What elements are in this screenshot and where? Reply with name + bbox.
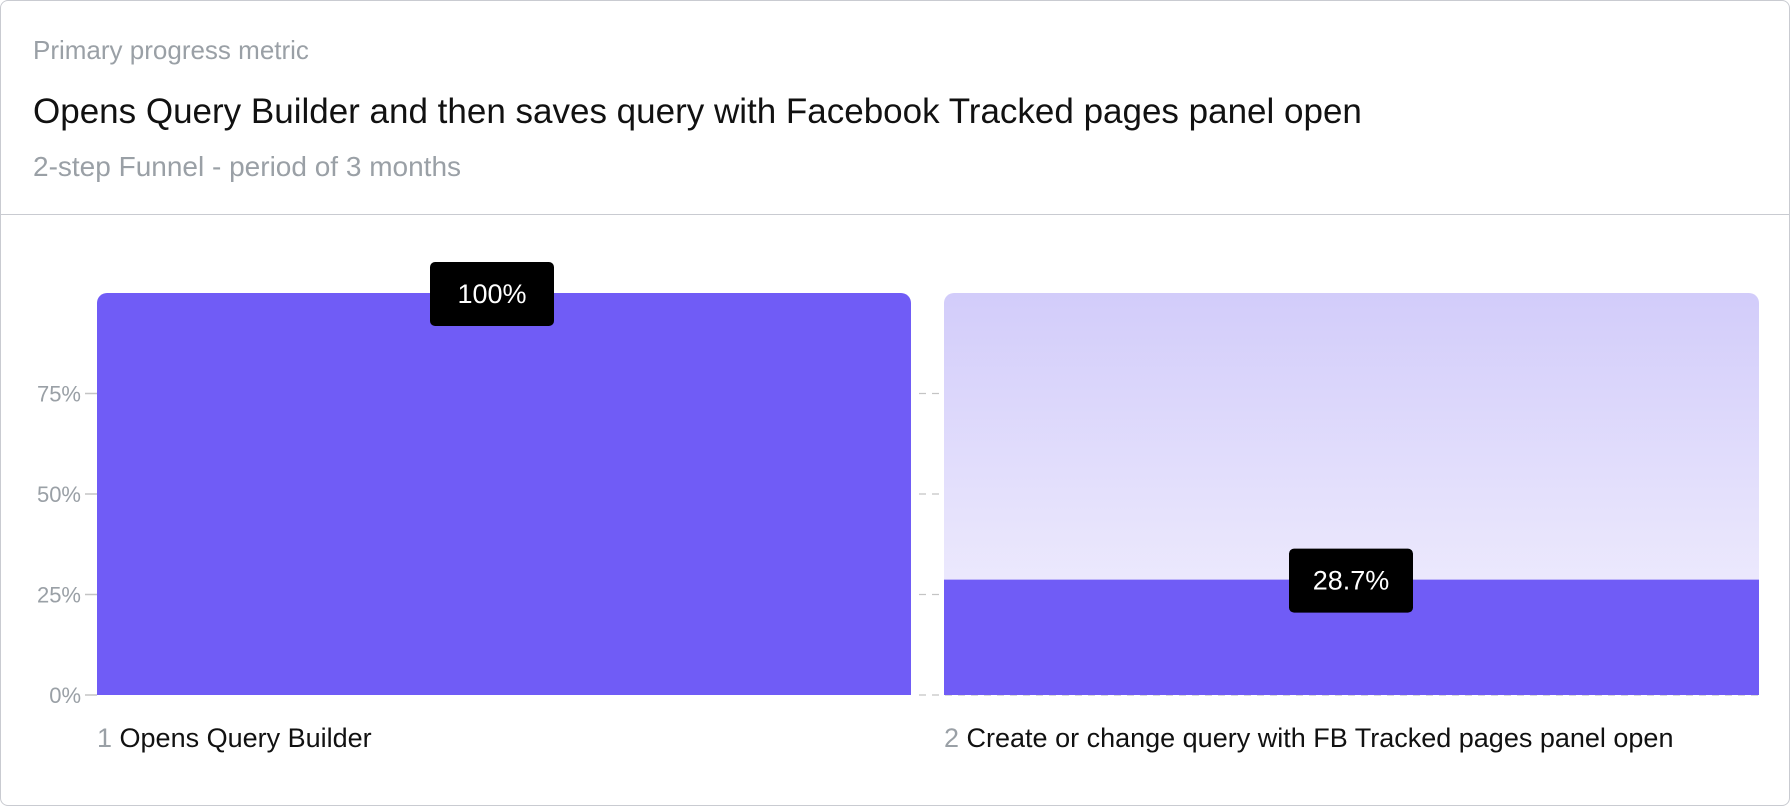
- step-number: 2: [944, 723, 967, 753]
- step-name: Create or change query with FB Tracked p…: [967, 723, 1674, 753]
- step-label: 1 Opens Query Builder: [97, 723, 372, 753]
- step-label: 2 Create or change query with FB Tracked…: [944, 723, 1673, 753]
- y-tick-label: 0%: [49, 683, 81, 708]
- value-label-badge: [430, 262, 554, 326]
- metric-title: Opens Query Builder and then saves query…: [33, 92, 1362, 131]
- y-tick-label: 25%: [37, 583, 81, 608]
- y-tick-label: 50%: [37, 482, 81, 507]
- funnel-bar-body: [97, 305, 911, 695]
- y-tick-label: 75%: [37, 382, 81, 407]
- value-label: 28.7%: [1313, 566, 1390, 596]
- metric-subtitle: 2-step Funnel - period of 3 months: [33, 151, 462, 182]
- metric-eyebrow: Primary progress metric: [33, 35, 309, 65]
- step-number: 1: [97, 723, 120, 753]
- value-label: 100%: [457, 279, 526, 309]
- funnel-chart-svg: 0% 25% 50% 75% 100% 28.7% 1 Opens Query Buil…: [37, 262, 1759, 753]
- value-label-badge: [1289, 548, 1413, 613]
- step-name: Opens Query Builder: [120, 723, 372, 753]
- card-header: Primary progress metric Opens Query Buil…: [1, 1, 1789, 215]
- funnel-chart: 0% 25% 50% 75% 100% 28.7% 1 Opens Query Buil…: [1, 215, 1789, 805]
